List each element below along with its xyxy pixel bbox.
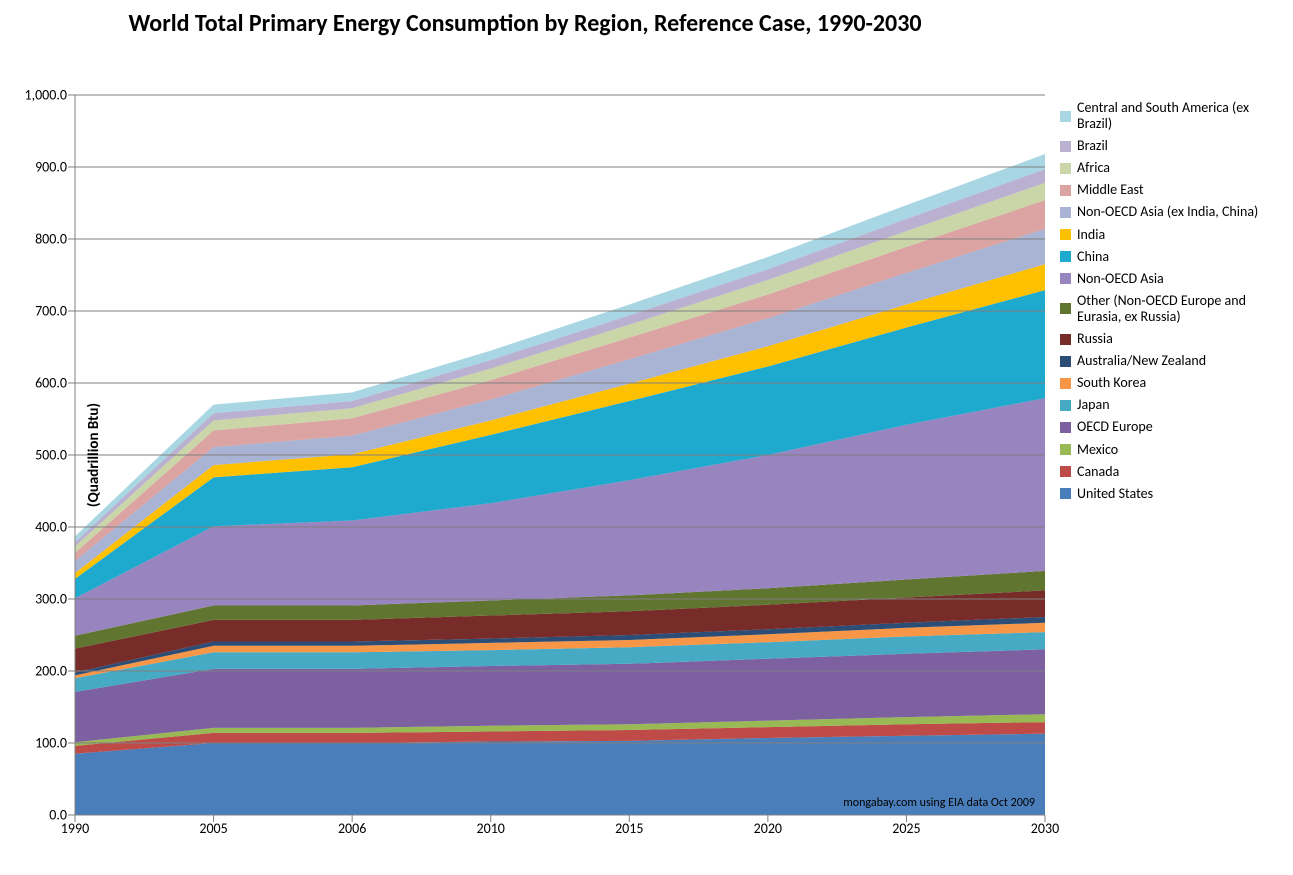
legend-item: China: [1060, 249, 1275, 265]
legend-item: Mexico: [1060, 442, 1275, 458]
legend-label: Africa: [1077, 160, 1110, 176]
legend-label: Non-OECD Asia (ex India, China): [1077, 204, 1258, 220]
legend-item: Canada: [1060, 464, 1275, 480]
x-tick-label: 2025: [892, 820, 920, 837]
legend-item: India: [1060, 227, 1275, 243]
chart-svg: [75, 95, 1045, 815]
legend-swatch: [1060, 273, 1071, 284]
legend-item: Brazil: [1060, 138, 1275, 154]
attribution-text: mongabay.com using EIA data Oct 2009: [843, 796, 1035, 810]
legend-label: Australia/New Zealand: [1077, 353, 1206, 369]
legend-item: OECD Europe: [1060, 419, 1275, 435]
x-tick-label: 2015: [615, 820, 643, 837]
x-tick-label: 1990: [61, 820, 89, 837]
legend-swatch: [1060, 303, 1071, 314]
legend-label: Brazil: [1077, 138, 1108, 154]
legend-item: Central and South America (ex Brazil): [1060, 100, 1275, 132]
legend-swatch: [1060, 378, 1071, 389]
legend-swatch: [1060, 334, 1071, 345]
legend-label: OECD Europe: [1077, 419, 1153, 435]
legend-label: Non-OECD Asia: [1077, 271, 1164, 287]
y-tick-label: 0.0: [7, 807, 67, 824]
legend-swatch: [1060, 444, 1071, 455]
legend-swatch: [1060, 111, 1071, 122]
legend-swatch: [1060, 466, 1071, 477]
y-tick-label: 600.0: [7, 375, 67, 392]
y-tick-label: 700.0: [7, 303, 67, 320]
legend-label: United States: [1077, 486, 1153, 502]
plot-area: (Quadrillion Btu) mongabay.com using EIA…: [75, 95, 1045, 815]
y-tick-label: 900.0: [7, 159, 67, 176]
legend-swatch: [1060, 422, 1071, 433]
y-tick-label: 800.0: [7, 231, 67, 248]
chart-title: World Total Primary Energy Consumption b…: [0, 10, 1050, 39]
x-tick-label: 2006: [338, 820, 366, 837]
legend: Central and South America (ex Brazil) Bra…: [1060, 100, 1275, 508]
legend-item: Non-OECD Asia: [1060, 271, 1275, 287]
legend-swatch: [1060, 185, 1071, 196]
y-axis-label: (Quadrillion Btu): [85, 95, 103, 815]
legend-swatch: [1060, 229, 1071, 240]
legend-item: Australia/New Zealand: [1060, 353, 1275, 369]
legend-label: Other (Non-OECD Europe and Eurasia, ex R…: [1077, 293, 1275, 325]
legend-label: Russia: [1077, 331, 1113, 347]
y-tick-label: 500.0: [7, 447, 67, 464]
legend-label: Middle East: [1077, 182, 1144, 198]
legend-label: South Korea: [1077, 375, 1146, 391]
legend-item: Russia: [1060, 331, 1275, 347]
legend-label: India: [1077, 227, 1105, 243]
y-tick-label: 200.0: [7, 663, 67, 680]
legend-label: China: [1077, 249, 1109, 265]
legend-item: Japan: [1060, 397, 1275, 413]
legend-swatch: [1060, 400, 1071, 411]
y-tick-label: 400.0: [7, 519, 67, 536]
legend-item: Non-OECD Asia (ex India, China): [1060, 204, 1275, 220]
legend-item: United States: [1060, 486, 1275, 502]
y-tick-label: 100.0: [7, 735, 67, 752]
legend-item: South Korea: [1060, 375, 1275, 391]
legend-swatch: [1060, 251, 1071, 262]
chart-container: World Total Primary Energy Consumption b…: [0, 0, 1293, 875]
legend-label: Canada: [1077, 464, 1119, 480]
x-tick-label: 2020: [754, 820, 782, 837]
legend-item: Other (Non-OECD Europe and Eurasia, ex R…: [1060, 293, 1275, 325]
legend-label: Japan: [1077, 397, 1110, 413]
legend-swatch: [1060, 141, 1071, 152]
x-tick-label: 2010: [477, 820, 505, 837]
y-tick-label: 300.0: [7, 591, 67, 608]
x-tick-label: 2005: [199, 820, 227, 837]
legend-item: Africa: [1060, 160, 1275, 176]
legend-swatch: [1060, 356, 1071, 367]
legend-label: Central and South America (ex Brazil): [1077, 100, 1275, 132]
legend-swatch: [1060, 163, 1071, 174]
legend-label: Mexico: [1077, 442, 1118, 458]
y-tick-label: 1,000.0: [7, 87, 67, 104]
legend-swatch: [1060, 488, 1071, 499]
x-tick-label: 2030: [1031, 820, 1059, 837]
legend-item: Middle East: [1060, 182, 1275, 198]
legend-swatch: [1060, 207, 1071, 218]
